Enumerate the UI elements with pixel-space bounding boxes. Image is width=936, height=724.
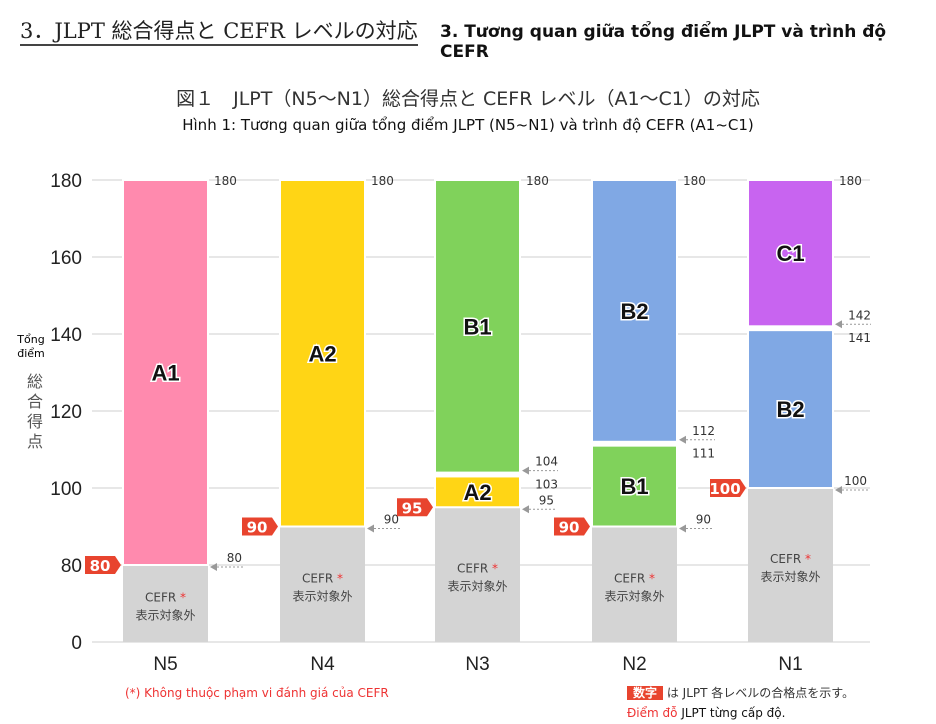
score-label: 80: [227, 551, 242, 565]
not-covered-label: CEFR *: [457, 562, 498, 576]
arrow-icon: [210, 563, 217, 571]
score-label: 100: [844, 474, 867, 488]
pass-mark-label: 80: [90, 557, 111, 575]
section-title-jp: 3．JLPT 総合得点と CEFR レベルの対応: [20, 18, 418, 46]
score-label: 180: [214, 174, 237, 188]
cefr-level-label: A1: [151, 361, 179, 386]
legend-red-text: Điểm đỗ: [627, 706, 678, 720]
section-title-vi: 3. Tương quan giữa tổng điểm JLPT và trì…: [440, 22, 887, 62]
arrow-icon: [522, 505, 529, 514]
cefr-level-label: A2: [463, 480, 491, 505]
score-label: 95: [539, 493, 554, 507]
x-tick-label: N1: [778, 654, 802, 675]
legend-text-vi: JLPT từng cấp độ.: [681, 706, 786, 720]
arrow-icon: [835, 320, 842, 329]
arrow-icon: [679, 435, 686, 444]
bar-segment: [280, 526, 365, 642]
bar-segment: [747, 329, 834, 489]
pass-mark-tag: [710, 479, 746, 497]
y-tick-label: 120: [50, 402, 82, 423]
pass-mark-tag: [242, 517, 278, 536]
arrow-icon: [367, 524, 374, 533]
cefr-level-label: B2: [620, 299, 648, 324]
score-label: 112: [692, 424, 715, 438]
y-tick-label: 80: [61, 556, 82, 577]
y-tick-label: 140: [50, 325, 82, 346]
score-label: 90: [696, 513, 711, 527]
y-tick-label: 0: [71, 633, 82, 654]
y-tick-label: 180: [50, 171, 82, 192]
footnote: (*) Không thuộc phạm vi đánh giá của CEF…: [125, 686, 389, 700]
not-covered-label-jp: 表示対象外: [604, 589, 664, 603]
cefr-level-label: A2: [308, 341, 336, 366]
not-covered-label-jp: 表示対象外: [292, 589, 352, 603]
cefr-level-label: B1: [620, 474, 648, 499]
score-label: 180: [371, 174, 394, 188]
y-axis-label-jp: 総合得点: [27, 372, 44, 451]
chart-title: 図１ JLPT（N5〜N1）総合得点と CEFR レベル（A1〜C1）の対応: [176, 88, 760, 110]
pass-mark-label: 90: [559, 519, 580, 537]
x-tick-label: N2: [622, 654, 646, 675]
not-covered-label-jp: 表示対象外: [760, 570, 820, 584]
legend-tag: 数字: [627, 686, 664, 700]
score-label: 103: [535, 477, 558, 491]
bar-segment: [591, 444, 678, 528]
legend: 数字 は JLPT 各レベルの合格点を示す。: [627, 684, 854, 701]
bar-segment: [434, 475, 521, 509]
pass-mark-tag: [397, 498, 433, 517]
not-covered-label: CEFR *: [145, 591, 186, 605]
bar-segment: [123, 565, 208, 642]
y-tick-label: 100: [50, 479, 82, 500]
pass-mark-label: 100: [709, 480, 740, 498]
score-label: 90: [384, 513, 399, 527]
not-covered-label: CEFR *: [770, 552, 811, 566]
pass-mark-label: 90: [247, 519, 268, 537]
cefr-level-label: B1: [463, 314, 491, 339]
bar-segment: [748, 488, 833, 642]
pass-mark-tag: [85, 556, 121, 574]
score-label: 141: [848, 331, 871, 345]
bar-segment: [747, 179, 834, 328]
score-label: 111: [692, 447, 715, 461]
bar-segment: [122, 179, 209, 566]
bar-segment: [434, 179, 521, 474]
chart-subtitle: Hình 1: Tương quan giữa tổng điểm JLPT (…: [182, 116, 754, 134]
not-covered-label: CEFR *: [302, 571, 343, 585]
score-label: 180: [839, 174, 862, 188]
pass-mark-label: 95: [402, 499, 423, 517]
score-label: 180: [683, 174, 706, 188]
cefr-level-label: C1: [776, 241, 804, 266]
not-covered-label: CEFR *: [614, 571, 655, 585]
bar-segment: [435, 507, 520, 642]
x-tick-label: N4: [310, 654, 335, 675]
pass-mark-tag: [554, 517, 590, 536]
arrow-icon: [522, 466, 529, 475]
score-label: 142: [848, 308, 871, 322]
x-tick-label: N3: [465, 654, 489, 675]
not-covered-label-jp: 表示対象外: [135, 609, 195, 623]
bar-segment: [592, 526, 677, 642]
score-label: 104: [535, 455, 558, 469]
y-tick-label: 160: [50, 248, 82, 269]
x-tick-label: N5: [153, 654, 177, 675]
arrow-icon: [835, 486, 842, 494]
bar-segment: [591, 179, 678, 443]
score-label: 180: [526, 174, 549, 188]
y-axis-label-vi: Tổng điểm: [17, 333, 45, 360]
arrow-icon: [679, 524, 686, 533]
legend-vi: Điểm đỗ JLPT từng cấp độ.: [627, 706, 785, 720]
bar-segment: [279, 179, 366, 528]
legend-text-jp: は JLPT 各レベルの合格点を示す。: [666, 686, 855, 700]
not-covered-label-jp: 表示対象外: [447, 580, 507, 594]
cefr-level-label: B2: [776, 397, 804, 422]
